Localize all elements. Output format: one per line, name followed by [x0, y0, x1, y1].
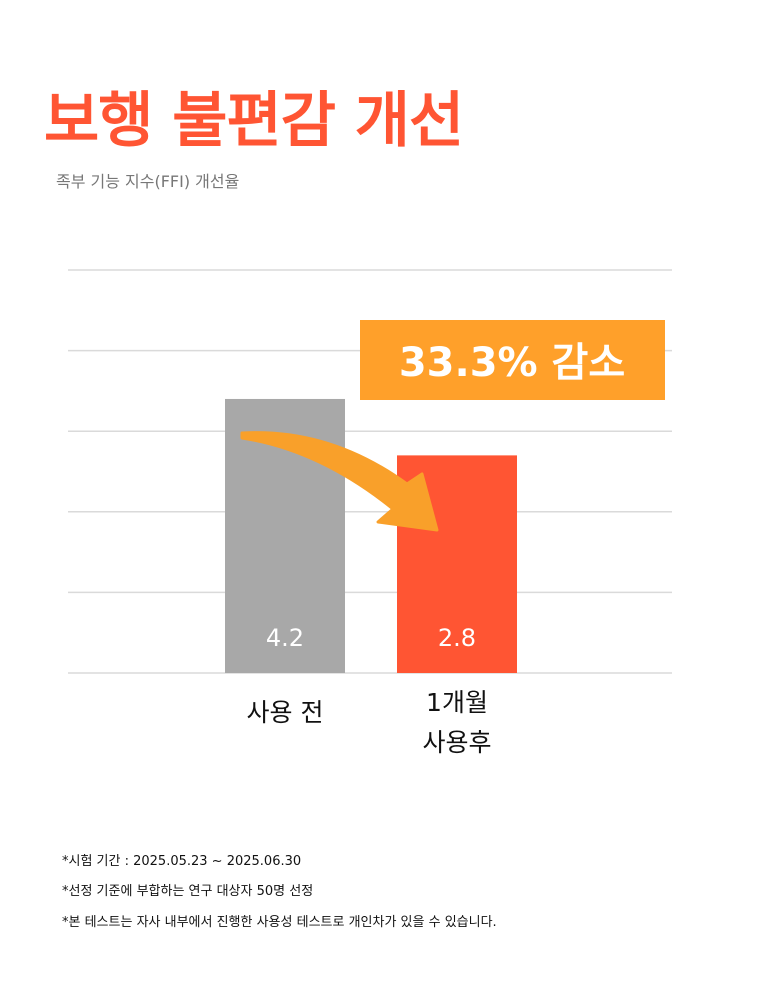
page-title: 보행 불편감 개선 [44, 86, 464, 156]
page-subtitle: 족부 기능 지수(FFI) 개선율 [56, 172, 240, 191]
footnote-disclaimer: *본 테스트는 자사 내부에서 진행한 사용성 테스트로 개인차가 있을 수 있… [62, 915, 497, 930]
category-line: 사용 전 [246, 698, 324, 727]
category-line: 사용후 [422, 728, 492, 757]
data-label: 4.2 [266, 624, 304, 652]
down-arrow-icon [240, 431, 439, 532]
reduction-badge [360, 320, 665, 400]
reduction-badge-text: 33.3% 감소 [399, 340, 625, 386]
footnote-subjects: *선정 기준에 부합하는 연구 대상자 50명 선정 [62, 884, 314, 899]
category-label-before: 사용 전 [205, 693, 365, 733]
footnote-period: *시험 기간 : 2025.05.23 ~ 2025.06.30 [62, 854, 302, 869]
category-line: 1개월 [426, 688, 488, 717]
data-label: 2.8 [438, 624, 476, 652]
category-label-after: 1개월 사용후 [377, 683, 537, 763]
